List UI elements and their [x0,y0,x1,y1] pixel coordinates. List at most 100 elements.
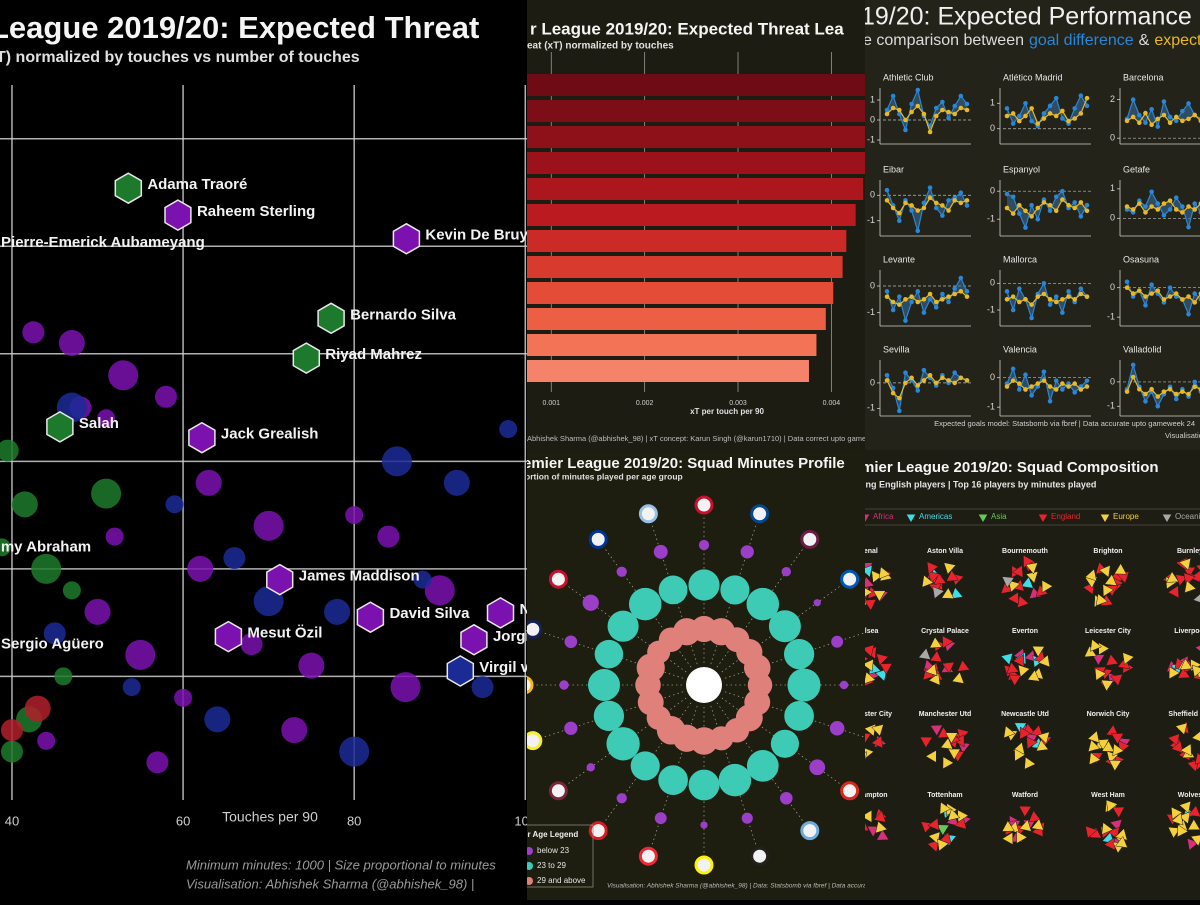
series-point [1042,378,1047,383]
player-point [166,495,184,513]
squad-composition-panel: mier League 2019/20: Squad Compositionin… [838,450,1200,900]
series-point [952,286,957,291]
series-point [1029,119,1034,124]
series-point [1125,285,1130,290]
series-point [1143,111,1148,116]
series-point [1168,294,1173,299]
player-point [91,479,121,509]
player-point [298,653,324,679]
series-point [1125,389,1130,394]
series-point [909,294,914,299]
series-point [928,196,933,201]
series-point [1066,289,1071,294]
player-point [196,470,222,496]
series-point [959,94,964,99]
y-tick-label: 0 [1110,282,1115,292]
series-point [909,300,914,305]
series-point [885,373,890,378]
series-point [1168,207,1173,212]
team-label: Bournemouth [1002,548,1048,555]
x-tick-label: 40 [5,813,19,828]
panel-title: Osasuna [1123,254,1159,264]
series-point [915,289,920,294]
team-badge [696,497,712,513]
series-point [885,198,890,203]
player-point [125,640,155,670]
bar [527,230,846,252]
series-point [934,114,939,119]
series-point [1054,114,1059,119]
series-point [1180,204,1185,209]
series-point [1005,206,1010,211]
bar [527,152,869,174]
x-axis-label: Touches per 90 [222,809,318,825]
highlighted-player [461,625,487,655]
series-point [934,206,939,211]
series-point [1042,292,1047,297]
highlighted-player [447,656,473,686]
series-point [1168,198,1173,203]
legend-title: er Age Legend [523,830,578,839]
series-point [1042,116,1047,121]
age-bubble [719,764,752,797]
player-point [174,689,192,707]
series-point [1174,115,1179,120]
series-point [1085,384,1090,389]
series-point [1048,111,1053,116]
series-point [1060,297,1065,302]
series-point [1011,111,1016,116]
series-point [1029,316,1034,321]
series-point [1054,300,1059,305]
age-bubble [830,721,845,736]
series-point [1035,217,1040,222]
series-point [959,190,964,195]
player-point [12,491,38,517]
series-point [940,203,945,208]
series-point [903,297,908,302]
series-point [1079,214,1084,219]
age-bubble [742,813,753,824]
series-point [1017,119,1022,124]
series-point [1186,225,1191,230]
team-badge [752,848,768,864]
series-point [1079,93,1084,98]
series-point [1162,389,1167,394]
series-point [1192,207,1197,212]
series-point [1054,378,1059,383]
series-point [946,198,951,203]
bar [527,204,856,226]
player-point [377,526,399,548]
player-label: Raheem Sterling [197,203,315,220]
series-point [952,292,957,297]
player-label: Riyad Mahrez [325,346,422,363]
series-point [922,310,927,315]
age-bubble [655,812,667,824]
series-point [1186,392,1191,397]
footnote: Visualisation: Abhishek Sharma [1165,431,1200,440]
highlighted-player [267,565,293,595]
age-bubble [787,668,820,701]
player-point [391,672,421,702]
legend-label: Africa [873,512,894,521]
series-point [1155,207,1160,212]
team-label: Watford [1012,792,1038,799]
series-point [1162,113,1167,118]
bar [527,360,809,382]
age-bubble [629,588,662,621]
team-badge [842,783,858,799]
highlighted-player [318,303,344,333]
highlighted-player [393,224,419,254]
y-tick-label: 0 [1110,376,1115,386]
team-label: Wolves [1178,792,1200,799]
player-point [324,599,350,625]
series-point [1072,381,1077,386]
team-badge [802,823,818,839]
age-bubble [583,595,599,611]
series-point [1143,204,1148,209]
team-label: Sheffield Utd [1168,711,1200,718]
series-point [940,292,945,297]
series-point [1079,387,1084,392]
subtitle-part: & [1139,32,1150,49]
